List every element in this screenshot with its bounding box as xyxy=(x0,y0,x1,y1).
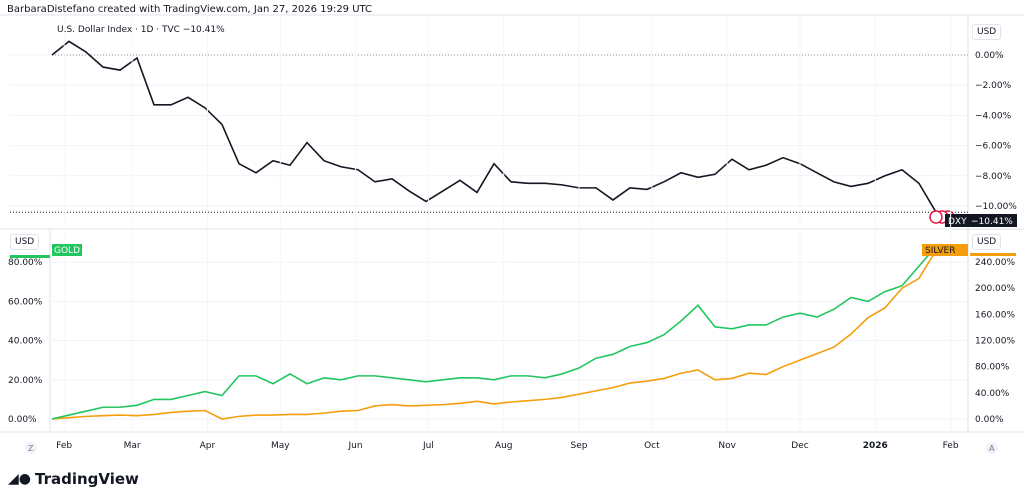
silver-line xyxy=(51,249,937,420)
gold-badge-label: GOLD xyxy=(54,246,80,256)
right-y-tick-label: 40.00% xyxy=(975,389,1010,399)
silver-badge-label: SILVER xyxy=(925,246,956,256)
header-text: BarbaraDistefano created with TradingVie… xyxy=(7,4,373,15)
x-tick-label: 2026 xyxy=(863,441,888,451)
left-y-tick-label: 40.00% xyxy=(8,337,43,347)
x-tick-label: Dec xyxy=(791,441,808,451)
right-y-tick-label: 120.00% xyxy=(975,337,1015,347)
x-tick-label: Aug xyxy=(495,441,513,451)
silver-badge xyxy=(922,244,968,256)
x-tick-label: Apr xyxy=(200,441,216,451)
zoom-button xyxy=(25,442,37,454)
silver-price-marker xyxy=(970,253,1016,256)
gold-badge xyxy=(52,244,82,256)
top-currency-button[interactable]: USD xyxy=(972,24,1002,40)
tradingview-logo-icon: ◢● xyxy=(8,471,31,487)
dxy-symbol-label: DXY xyxy=(948,217,967,227)
gold-price-marker xyxy=(10,255,50,258)
y-tick-label: −2.00% xyxy=(975,81,1012,91)
x-tick-label: Oct xyxy=(644,441,660,451)
right-y-tick-label: 0.00% xyxy=(975,415,1004,425)
y-tick-label: 0.00% xyxy=(975,51,1004,61)
left-y-tick-label: 0.00% xyxy=(8,415,37,425)
right-y-tick-label: 80.00% xyxy=(975,363,1010,373)
dxy-value-badge xyxy=(967,214,1017,227)
left-currency-button[interactable]: USD xyxy=(10,234,40,250)
auto-scale-button xyxy=(986,442,998,454)
dxy-line xyxy=(51,40,937,213)
left-y-tick-label: 80.00% xyxy=(8,258,43,268)
dxy-value-label: −10.41% xyxy=(971,217,1013,227)
right-y-tick-label: 240.00% xyxy=(975,258,1015,268)
right-currency-button[interactable]: USD xyxy=(972,234,1002,250)
tradingview-logo[interactable]: ◢● TradingView xyxy=(8,470,139,488)
auto-scale-label: A xyxy=(989,444,995,453)
right-y-tick-label: 200.00% xyxy=(975,284,1015,294)
x-tick-label: Jul xyxy=(422,441,434,451)
left-y-tick-label: 60.00% xyxy=(8,297,43,307)
x-tick-label: Mar xyxy=(124,441,141,451)
x-tick-label: Feb xyxy=(943,441,959,451)
gold-line xyxy=(51,245,937,420)
y-tick-label: −8.00% xyxy=(975,172,1012,182)
dxy-legend[interactable]: U.S. Dollar Index · 1D · TVC −10.41% xyxy=(57,25,225,35)
left-y-tick-label: 20.00% xyxy=(8,376,43,386)
y-tick-label: −4.00% xyxy=(975,111,1012,121)
x-tick-label: May xyxy=(271,441,290,451)
x-tick-label: Nov xyxy=(718,441,736,451)
y-tick-label: −6.00% xyxy=(975,142,1012,152)
logo-text: TradingView xyxy=(34,470,139,488)
x-tick-label: Feb xyxy=(56,441,72,451)
x-tick-label: Jun xyxy=(348,441,363,451)
x-tick-label: Sep xyxy=(571,441,588,451)
right-y-tick-label: 160.00% xyxy=(975,310,1015,320)
y-tick-label: −10.00% xyxy=(975,202,1017,212)
us-flag-event-icon xyxy=(929,210,943,224)
zoom-button-label: Z xyxy=(28,444,34,453)
